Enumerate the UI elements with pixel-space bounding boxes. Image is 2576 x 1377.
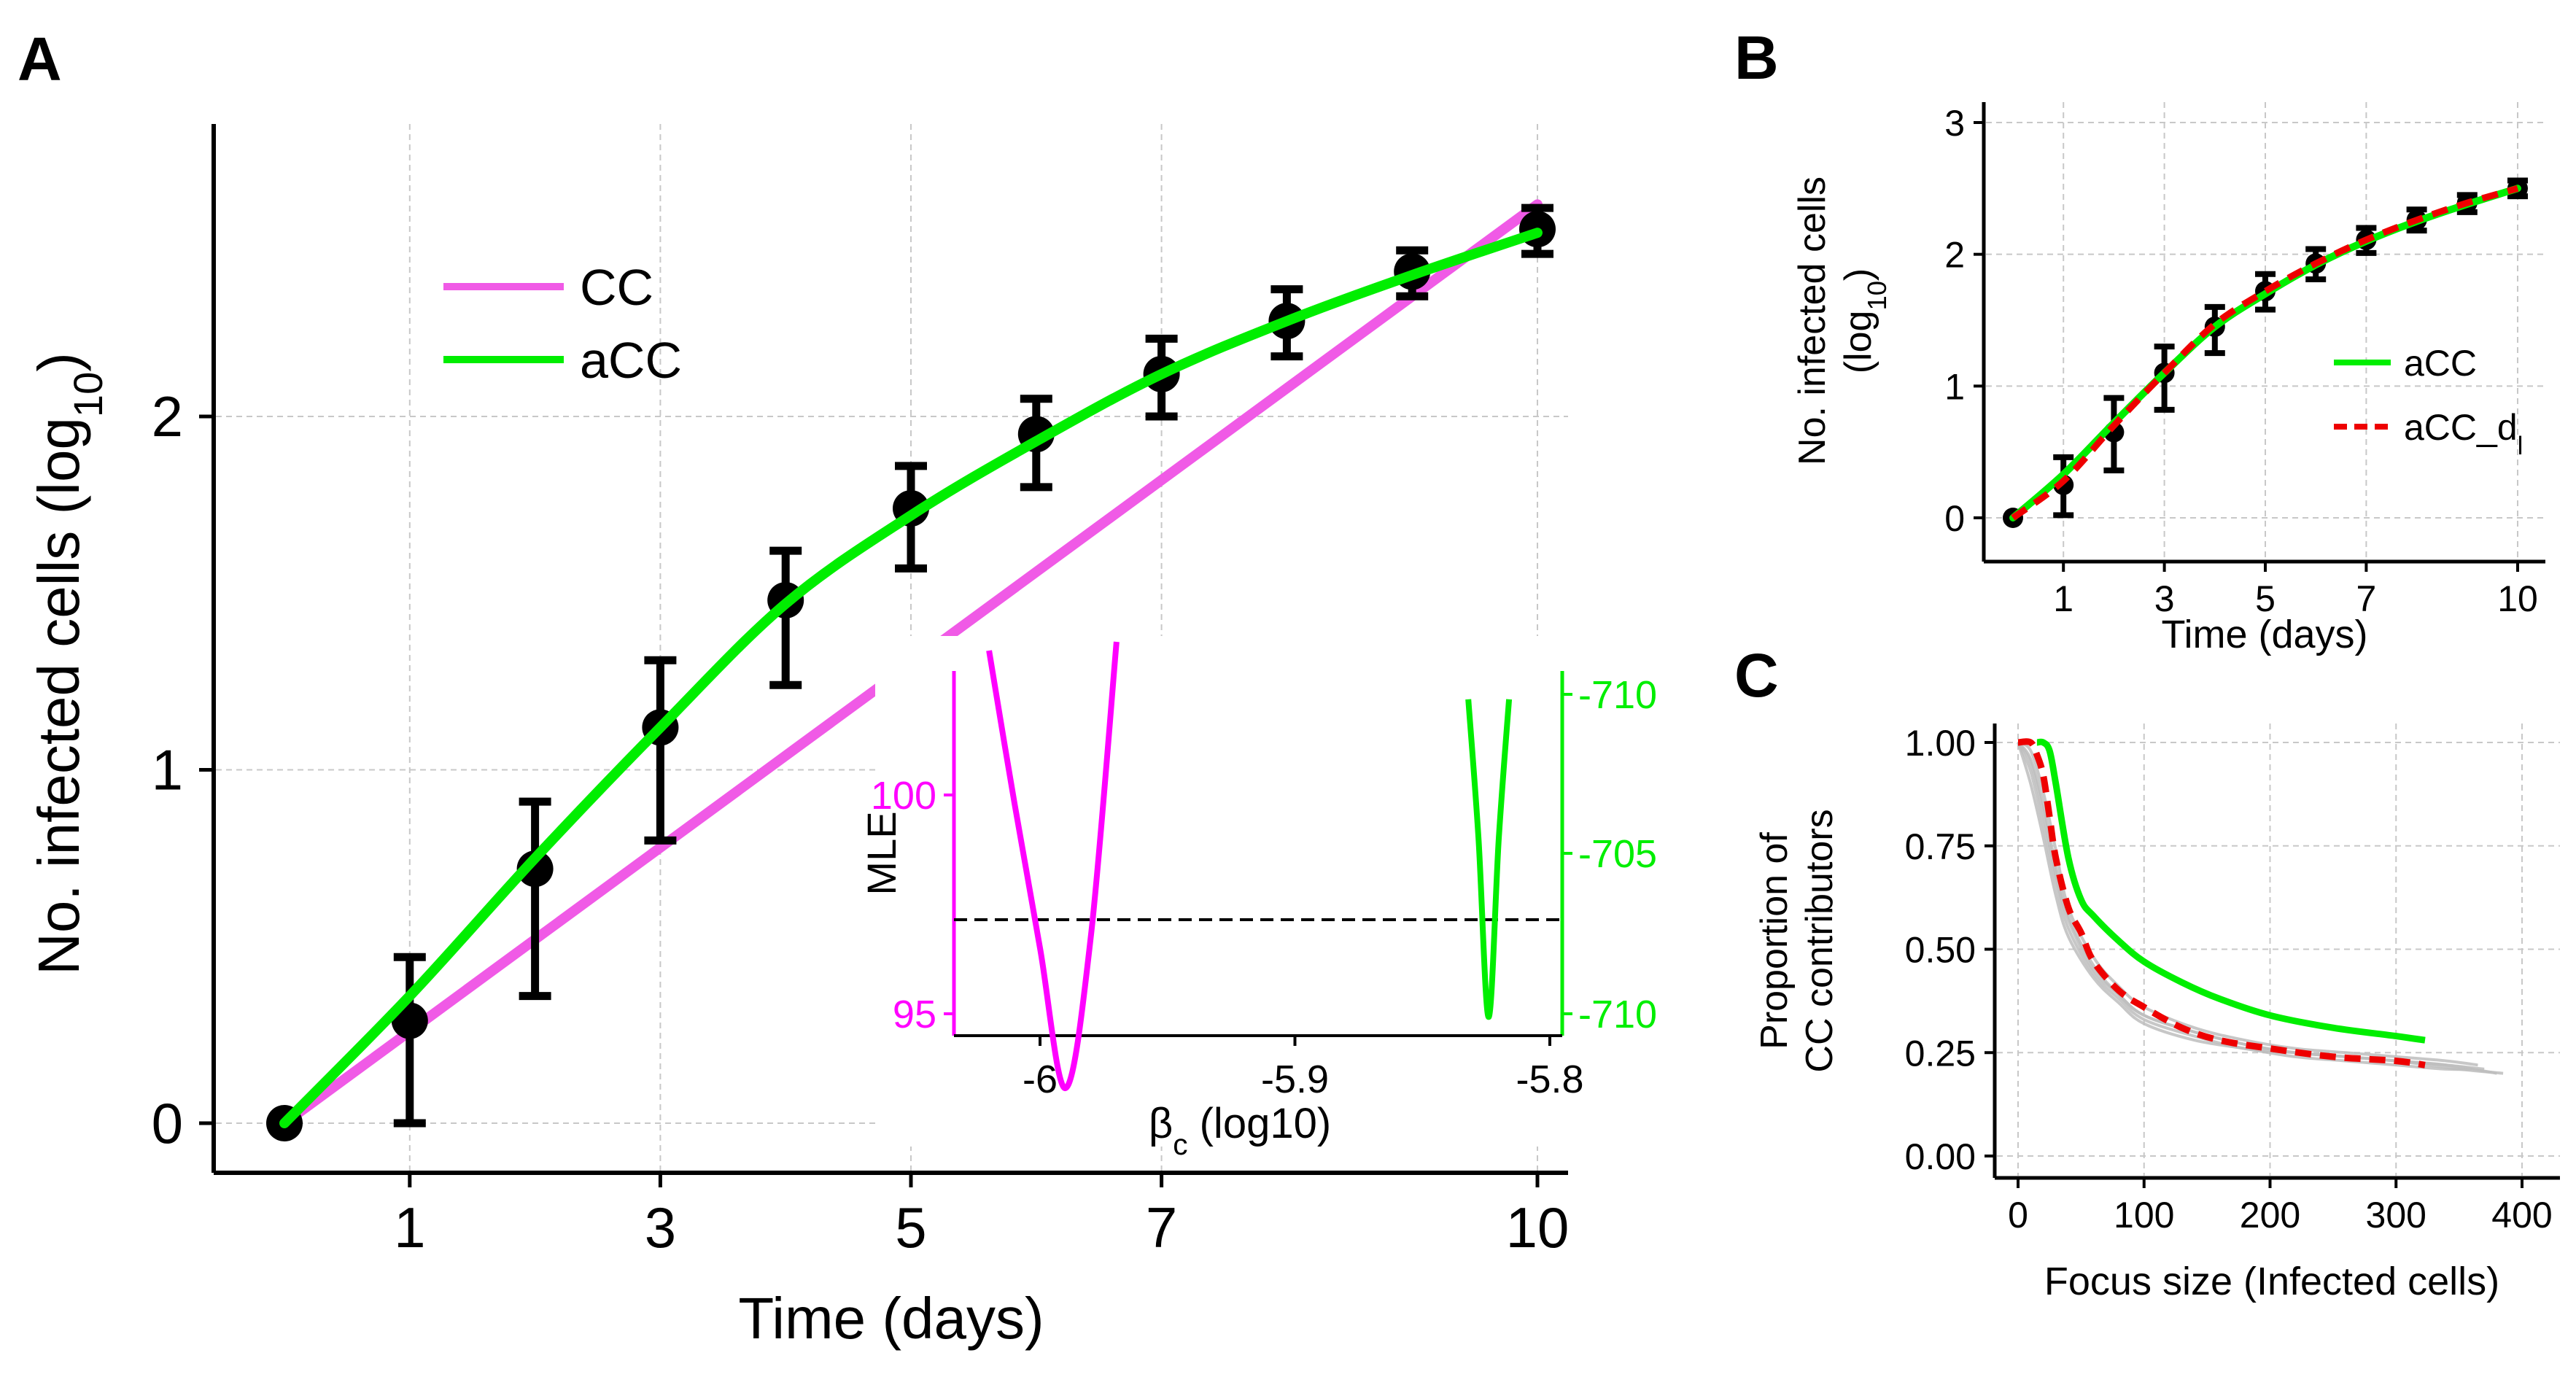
inset-left-tick-label: 95	[893, 993, 936, 1036]
y-axis-label-line1: Proportion of	[1753, 832, 1796, 1050]
panel-label-a: A	[18, 25, 62, 93]
inset-x-tick-label: -5.9	[1261, 1058, 1329, 1101]
inset-x-axis-label-part-2: (log10)	[1188, 1100, 1332, 1147]
x-tick-label: 400	[2491, 1195, 2552, 1236]
panel-label-c: C	[1734, 641, 1779, 710]
y-tick-label: 0.00	[1905, 1136, 1976, 1177]
y-tick-label: 0.75	[1905, 826, 1976, 867]
x-tick-label: 3	[2154, 578, 2175, 619]
x-tick-label: 7	[2356, 578, 2376, 619]
y-tick-label: 1	[1944, 366, 1965, 407]
y-tick-label: 0.25	[1905, 1033, 1976, 1074]
y-tick-label: 0.50	[1905, 930, 1976, 971]
x-tick-label: 300	[2366, 1195, 2426, 1236]
series-line-acc	[2036, 738, 2426, 1044]
inset-x-tick-label: -5.8	[1516, 1058, 1583, 1101]
series-line-acc	[279, 228, 1543, 1128]
panel-c: C 0 100 200 300 400 0.00 0.25 0.50 0.75 1.00 Focus …	[1734, 641, 2560, 1303]
inset-x-axis-label-part-1: c	[1173, 1128, 1187, 1161]
legend-label-acc-dl-part-1: l	[2518, 432, 2523, 460]
x-tick-label: 100	[2114, 1195, 2174, 1236]
y-axis-label-line2-part-2: )	[1837, 268, 1879, 281]
x-tick-label: 5	[2255, 578, 2276, 619]
legend-label-acc: aCC	[2404, 343, 2477, 384]
inset-curve-acc	[1465, 699, 1513, 1020]
x-tick-label: 1	[394, 1195, 425, 1260]
inset-x-axis-label-part-0: β	[1149, 1100, 1173, 1147]
x-tick-label: 3	[645, 1195, 676, 1260]
x-tick-label: 7	[1146, 1195, 1177, 1260]
sim-line	[2017, 742, 2472, 1071]
panel-label-b: B	[1734, 23, 1779, 92]
x-tick-label: 1	[2053, 578, 2073, 619]
x-tick-label: 5	[895, 1195, 926, 1260]
x-axis-label: Focus size (Infected cells)	[2044, 1260, 2499, 1303]
y-tick-label: 1	[152, 738, 183, 802]
x-tick-label: 10	[1506, 1195, 1570, 1260]
x-tick-label: 10	[2497, 578, 2538, 619]
y-axis-label-line2: (log10)	[1837, 268, 1892, 374]
legend-label-acc: aCC	[580, 332, 682, 389]
series-line-acc-dl	[2017, 738, 2426, 1068]
x-axis-label: Time (days)	[2161, 613, 2367, 656]
y-tick-label: 0	[1944, 498, 1965, 539]
y-tick-label: 3	[1944, 103, 1965, 144]
series-line-acc-dl	[2011, 185, 2519, 521]
inset-curve-cc	[986, 641, 1120, 1092]
x-axis-label: Time (days)	[738, 1286, 1044, 1351]
y-axis-label-part-1: 10	[65, 372, 111, 417]
inset-right-tick-label: -705	[1578, 832, 1657, 876]
y-axis-label-line2: CC contributors	[1799, 809, 1841, 1072]
y-axis-label-part-2: )	[26, 352, 91, 372]
y-tick-label: 2	[152, 384, 183, 449]
y-axis-label-line2-part-1: 10	[1862, 281, 1892, 310]
y-axis-label: No. infected cells (log10)	[26, 352, 111, 975]
inset-x-axis-label: βc (log10)	[1149, 1100, 1331, 1161]
y-tick-label: 2	[1944, 235, 1965, 276]
panel-a-inset: -6 -5.9 -5.8 95 100 -710 -705 -710 MLE βc (log10)	[858, 636, 1657, 1161]
legend-label-acc-dl: aCC_dl	[2404, 407, 2523, 460]
y-axis-label-line2-part-0: (log	[1837, 311, 1879, 374]
inset-y-axis-label: MLE	[858, 811, 904, 895]
a-data-point	[516, 850, 554, 888]
y-axis-label-line1: No. infected cells	[1791, 177, 1834, 465]
legend-label-acc-dl-part-0: aCC_d	[2404, 407, 2518, 448]
x-tick-label: 200	[2240, 1195, 2300, 1236]
inset-right-tick-label: -710	[1578, 993, 1657, 1036]
inset-left-tick-label: 100	[871, 774, 936, 818]
legend-label-cc: CC	[580, 259, 653, 316]
y-axis-label-part-0: No. infected cells (log	[26, 417, 91, 975]
x-tick-label: 0	[2008, 1195, 2028, 1236]
y-tick-label: 0	[152, 1091, 183, 1155]
inset-right-tick-label: -710	[1578, 673, 1657, 717]
y-tick-label: 1.00	[1905, 723, 1976, 764]
inset-x-tick-label: -6	[1023, 1058, 1058, 1101]
